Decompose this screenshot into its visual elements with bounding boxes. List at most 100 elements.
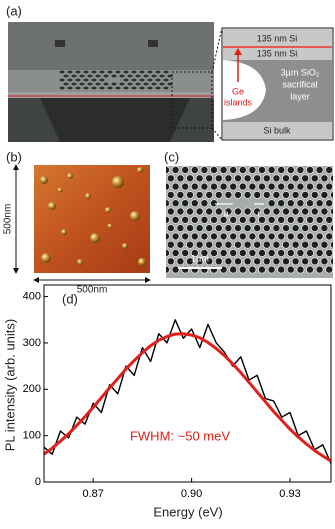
hole (306, 166, 314, 174)
hole (166, 190, 175, 199)
hole (205, 174, 214, 183)
y-tick-label: 0 (35, 476, 41, 488)
hole (257, 182, 266, 191)
hole (171, 215, 180, 224)
hole (127, 82, 133, 86)
hole (71, 82, 77, 86)
hole (111, 82, 117, 86)
hole (171, 166, 180, 174)
hole (139, 86, 145, 90)
hole (83, 86, 89, 90)
hole (107, 70, 113, 74)
hole (229, 232, 238, 241)
hole (277, 248, 286, 257)
y-tick-label: 100 (23, 430, 41, 442)
hole (281, 207, 290, 216)
hole (262, 174, 271, 183)
pad (148, 40, 158, 47)
hole (103, 82, 109, 86)
hole (135, 74, 141, 78)
hole (166, 249, 170, 257)
hole (229, 215, 238, 224)
hole (301, 224, 310, 233)
plot-frame (43, 284, 332, 483)
series-line (43, 332, 332, 463)
island (77, 259, 83, 265)
zoom-line (211, 27, 223, 73)
hole (305, 199, 314, 208)
hole (267, 265, 276, 274)
hole (181, 215, 190, 224)
hole (248, 215, 257, 224)
hole (131, 70, 137, 74)
layer-label: 135 nm Si (257, 48, 298, 58)
hole (79, 74, 85, 78)
hole (233, 257, 242, 266)
hole (315, 199, 324, 208)
hole (155, 78, 161, 82)
hole (190, 232, 199, 241)
y-axis-label: PL intensity (arb. units) (2, 319, 17, 451)
hole (190, 166, 199, 174)
hole (253, 190, 262, 199)
hole (320, 207, 329, 216)
hole (166, 232, 170, 241)
sem-holes (166, 166, 333, 274)
hole (330, 207, 333, 216)
hole (281, 240, 290, 249)
hole (163, 86, 169, 90)
hole (205, 207, 214, 216)
hole (296, 265, 305, 274)
hole (296, 232, 305, 241)
hole (111, 74, 117, 78)
hole (233, 240, 242, 249)
hole (248, 265, 257, 274)
island (67, 173, 73, 179)
hole (286, 182, 295, 191)
hole (248, 248, 257, 257)
hole (253, 224, 262, 233)
annotation: FWHM: ~50 meV (130, 428, 230, 443)
hole (330, 191, 333, 199)
hole (91, 78, 97, 82)
hole (67, 78, 73, 82)
arrowhead (234, 48, 242, 55)
hole (214, 207, 223, 216)
scale-label: 500nm (77, 285, 108, 296)
hole (99, 86, 105, 90)
hole (123, 78, 129, 82)
hole (210, 166, 218, 174)
hole (214, 174, 223, 183)
island (137, 167, 143, 173)
hole (219, 232, 228, 241)
hole (310, 207, 319, 216)
islands-label: islands (224, 97, 253, 107)
hole (296, 248, 305, 257)
hole (166, 257, 175, 266)
hole (139, 78, 145, 82)
hole (123, 86, 129, 90)
hole (325, 199, 333, 208)
hole (205, 190, 214, 199)
hole (163, 70, 169, 74)
hole (267, 182, 276, 191)
oxide-label: sacrifical (282, 79, 317, 89)
afm-image (34, 165, 150, 273)
hole (166, 207, 175, 216)
hole (291, 224, 300, 233)
hole (181, 166, 190, 174)
slab-edge (8, 92, 214, 98)
hole (67, 86, 73, 90)
hole (75, 86, 81, 90)
hole (320, 224, 329, 233)
hole (155, 70, 161, 74)
hole (167, 82, 173, 86)
hole (277, 166, 286, 174)
hole (190, 215, 199, 224)
hole (195, 207, 204, 216)
hole (325, 215, 333, 224)
hole (272, 224, 281, 233)
hole (296, 199, 305, 208)
hole (83, 70, 89, 74)
hole (253, 257, 262, 266)
